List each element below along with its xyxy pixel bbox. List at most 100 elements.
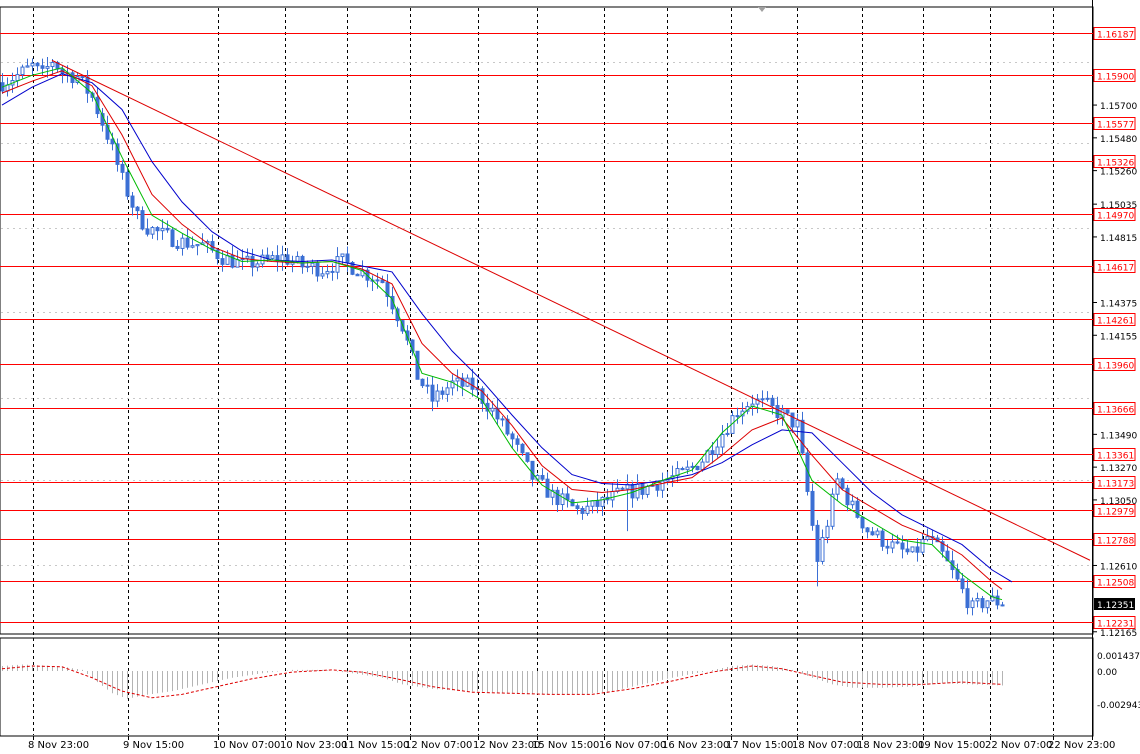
candle-body bbox=[800, 419, 805, 454]
level-tag bbox=[1093, 208, 1136, 221]
candle-body bbox=[775, 405, 780, 419]
time-axis-label: 18 Nov 23:00 bbox=[857, 740, 924, 751]
moving-average-line bbox=[1, 73, 1013, 583]
candle-body bbox=[215, 249, 220, 260]
candle-body bbox=[500, 418, 505, 421]
price-tick-label: 1.15700 bbox=[1100, 102, 1137, 112]
candle-body bbox=[170, 229, 175, 247]
candle-body bbox=[175, 245, 180, 249]
candle-body bbox=[795, 419, 800, 428]
candle-body bbox=[255, 263, 260, 268]
candle-body bbox=[865, 527, 870, 533]
time-axis-label: 12 Nov 23:00 bbox=[473, 740, 540, 751]
candle-body bbox=[325, 270, 330, 275]
candle-body bbox=[130, 195, 135, 208]
candle-body bbox=[560, 493, 565, 506]
price-tick-label: 1.12610 bbox=[1100, 562, 1137, 572]
candle-body bbox=[965, 588, 970, 609]
level-label: 1.14970 bbox=[1097, 212, 1134, 222]
moving-average-line bbox=[1, 70, 1003, 590]
candle-body bbox=[110, 138, 115, 145]
candle-body bbox=[405, 330, 410, 341]
macd-signal-line bbox=[1, 665, 1003, 699]
candle-body bbox=[470, 377, 475, 390]
candle-body bbox=[685, 466, 690, 471]
candle-body bbox=[760, 398, 765, 401]
candle-body bbox=[20, 66, 25, 76]
candle-body bbox=[990, 595, 995, 602]
candle-body bbox=[980, 598, 985, 609]
price-tick-label: 1.14155 bbox=[1100, 332, 1137, 342]
candle-body bbox=[810, 490, 815, 526]
candle-body bbox=[940, 541, 945, 552]
candle-body bbox=[35, 62, 40, 67]
price-tick-label: 1.12165 bbox=[1100, 629, 1137, 639]
candle-body bbox=[840, 478, 845, 489]
candle-body bbox=[645, 485, 650, 495]
candle-body bbox=[315, 262, 320, 277]
price-tick-label: 1.13270 bbox=[1100, 464, 1137, 474]
candle-body bbox=[805, 452, 810, 492]
candle-body bbox=[225, 254, 230, 265]
candle-body bbox=[880, 530, 885, 547]
level-tag bbox=[1093, 504, 1136, 517]
candle-body bbox=[710, 450, 715, 455]
candle-body bbox=[115, 143, 120, 165]
candle-body bbox=[160, 227, 165, 232]
macd-panel-frame bbox=[0, 637, 1094, 737]
candle-body bbox=[380, 279, 385, 284]
candle-body bbox=[50, 61, 55, 68]
time-axis-label: 16 Nov 07:00 bbox=[599, 740, 666, 751]
time-axis-label: 22 Nov 23:00 bbox=[1048, 740, 1115, 751]
level-tag bbox=[1093, 448, 1136, 461]
candle-body bbox=[155, 227, 160, 232]
current-price-label: 1.12351 bbox=[1097, 601, 1134, 611]
candle-body bbox=[235, 259, 240, 268]
candle-body bbox=[905, 548, 910, 553]
candle-body bbox=[860, 516, 865, 529]
candle-body bbox=[770, 397, 775, 407]
candle-body bbox=[920, 538, 925, 553]
candle-body bbox=[120, 163, 125, 173]
candle-body bbox=[440, 390, 445, 395]
macd-scale-label: 0.001437 bbox=[1097, 652, 1140, 662]
level-tag bbox=[1093, 358, 1136, 371]
price-tick-label: 1.15480 bbox=[1100, 135, 1137, 145]
price-tick-label: 1.15035 bbox=[1100, 201, 1137, 211]
time-axis-label: 10 Nov 23:00 bbox=[280, 740, 347, 751]
candle-body bbox=[330, 270, 335, 273]
candle-body bbox=[245, 255, 250, 259]
candle-body bbox=[945, 550, 950, 562]
candle-body bbox=[1000, 604, 1005, 607]
candle-body bbox=[915, 546, 920, 553]
level-label: 1.12231 bbox=[1097, 620, 1134, 630]
candle-body bbox=[460, 377, 465, 387]
candle-body bbox=[430, 384, 435, 402]
candle-body bbox=[375, 279, 380, 282]
candle-body bbox=[550, 489, 555, 498]
candle-body bbox=[125, 171, 130, 197]
candle-body bbox=[305, 265, 310, 268]
level-tag bbox=[1093, 533, 1136, 546]
candle-body bbox=[530, 460, 535, 480]
candle-body bbox=[725, 432, 730, 435]
time-axis-label: 22 Nov 07:00 bbox=[985, 740, 1052, 751]
candle-body bbox=[660, 480, 665, 491]
time-axis-label: 12 Nov 07:00 bbox=[405, 740, 472, 751]
time-axis-label: 16 Nov 23:00 bbox=[662, 740, 729, 751]
chart-shift-marker[interactable] bbox=[758, 7, 766, 12]
candle-body bbox=[140, 210, 145, 230]
time-axis-label: 11 Nov 15:00 bbox=[342, 740, 409, 751]
candle-body bbox=[585, 505, 590, 514]
candle-body bbox=[185, 237, 190, 248]
level-label: 1.13960 bbox=[1097, 362, 1134, 372]
candle-body bbox=[675, 468, 680, 477]
candle-body bbox=[335, 256, 340, 273]
candle-body bbox=[765, 397, 770, 400]
candle-body bbox=[555, 489, 560, 506]
level-tag bbox=[1093, 476, 1136, 489]
candle-body bbox=[835, 478, 840, 495]
candle-body bbox=[40, 65, 45, 69]
candle-body bbox=[145, 228, 150, 235]
